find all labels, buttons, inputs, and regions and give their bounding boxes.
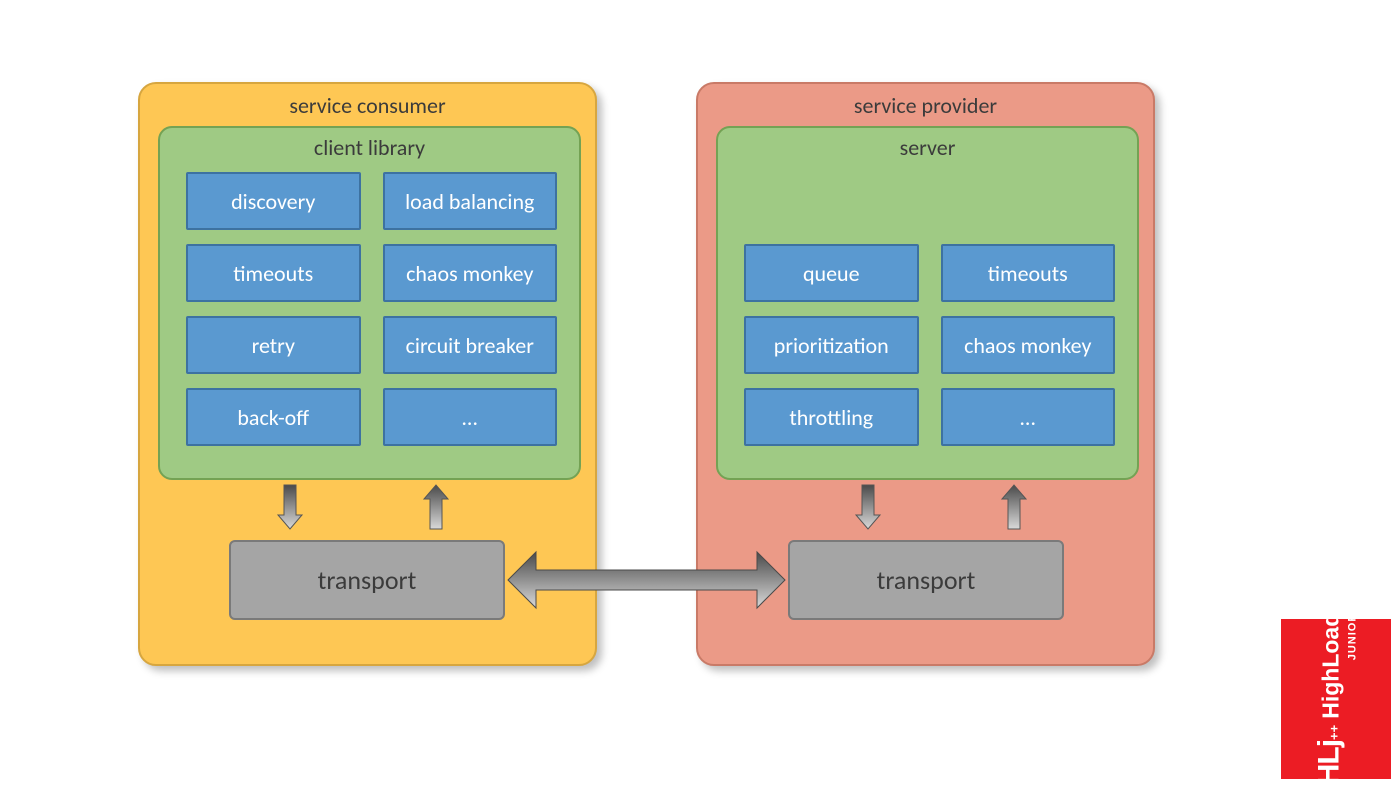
feature-cell: retry [186, 316, 361, 374]
feature-cell: … [941, 388, 1116, 446]
feature-cell: throttling [744, 388, 919, 446]
client-library-title: client library [160, 134, 579, 161]
consumer-transport-box: transport [229, 540, 505, 620]
server-box: server queue timeouts prioritization chaos … [716, 126, 1139, 480]
feature-cell: load balancing [383, 172, 558, 230]
provider-transport-box: transport [788, 540, 1064, 620]
feature-cell: timeouts [186, 244, 361, 302]
feature-cell: timeouts [941, 244, 1116, 302]
logo-plus: ++ [1326, 725, 1341, 740]
server-title: server [718, 134, 1137, 161]
logo-junior: JUNIOR [1346, 613, 1358, 661]
feature-cell: prioritization [744, 316, 919, 374]
feature-cell: circuit breaker [383, 316, 558, 374]
logo-hlj: HLj [1312, 740, 1346, 785]
feature-cell: … [383, 388, 558, 446]
client-library-grid: discovery load balancing timeouts chaos mon… [186, 172, 557, 446]
highload-junior-logo: HLj ++ HighLoad JUNIOR [1281, 619, 1391, 779]
client-library-box: client library discovery load balancing ti… [158, 126, 581, 480]
service-provider-title: service provider [698, 92, 1153, 119]
feature-cell: queue [744, 244, 919, 302]
provider-transport-label: transport [877, 564, 976, 596]
feature-cell: back-off [186, 388, 361, 446]
feature-cell: chaos monkey [383, 244, 558, 302]
feature-cell: chaos monkey [941, 316, 1116, 374]
consumer-transport-label: transport [318, 564, 417, 596]
service-consumer-title: service consumer [140, 92, 595, 119]
logo-highload: HighLoad [1317, 613, 1344, 719]
server-grid: queue timeouts prioritization chaos monkey t… [744, 244, 1115, 446]
feature-cell: discovery [186, 172, 361, 230]
